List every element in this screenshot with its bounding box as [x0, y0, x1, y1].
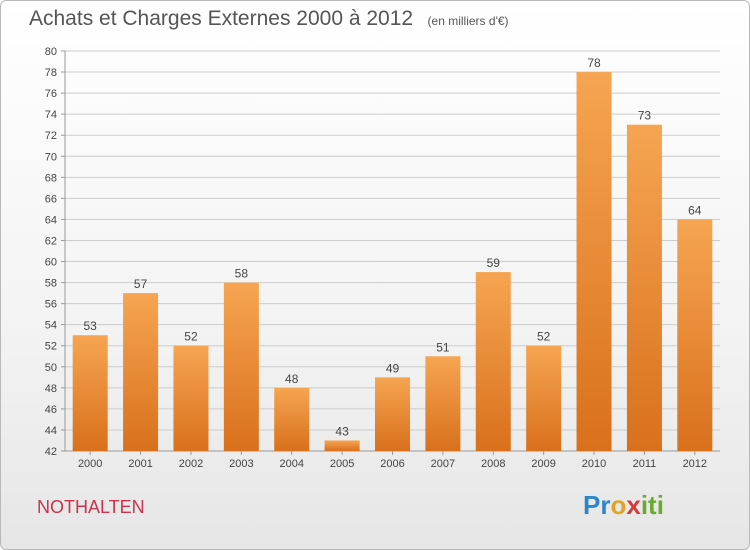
data-label-2010: 78 — [587, 56, 601, 70]
data-label-2001: 57 — [134, 277, 148, 291]
town-name: NOTHALTEN — [37, 497, 145, 517]
data-label-2005: 43 — [335, 424, 349, 438]
chart-title-block: Achats et Charges Externes 2000 à 2012 (… — [29, 7, 509, 31]
x-tick-label-2009: 2009 — [531, 458, 555, 470]
chart-title: Achats et Charges Externes 2000 à 2012 — [29, 7, 414, 30]
bar-2007 — [425, 356, 461, 451]
data-label-2011: 73 — [638, 109, 652, 123]
y-tick-label: 52 — [45, 341, 57, 353]
x-tick-label-2006: 2006 — [380, 458, 404, 470]
bar-2006 — [375, 377, 410, 451]
bar-2002 — [173, 345, 209, 451]
y-tick-label: 66 — [45, 193, 57, 205]
bar-2004 — [274, 387, 310, 451]
x-tick-label-2004: 2004 — [279, 458, 303, 470]
data-label-2012: 64 — [688, 203, 702, 217]
y-tick-label: 50 — [45, 362, 57, 374]
y-tick-label: 48 — [45, 383, 57, 395]
bar-2010 — [576, 72, 612, 451]
x-tick-label-2005: 2005 — [330, 458, 354, 470]
y-tick-label: 80 — [45, 46, 57, 58]
bar-2005 — [324, 440, 360, 451]
data-label-2000: 53 — [84, 319, 98, 333]
data-label-2007: 51 — [436, 340, 450, 354]
proxiti-logo: Proxiti — [583, 490, 664, 520]
y-tick-label: 78 — [45, 67, 57, 79]
data-label-2004: 48 — [285, 372, 299, 386]
y-tick-label: 54 — [45, 320, 57, 332]
y-tick-label: 64 — [45, 214, 57, 226]
data-label-2003: 58 — [235, 267, 249, 281]
x-tick-label-2011: 2011 — [633, 458, 657, 470]
y-tick-label: 46 — [45, 404, 57, 416]
y-tick-label: 58 — [45, 278, 57, 290]
y-tick-label: 76 — [45, 88, 57, 100]
data-label-2002: 52 — [184, 330, 198, 344]
chart-unit: (en milliers d'€) — [427, 14, 509, 28]
x-tick-label-2003: 2003 — [229, 458, 253, 470]
x-tick-label-2012: 2012 — [683, 458, 707, 470]
y-tick-label: 56 — [45, 299, 57, 311]
x-tick-label-2001: 2001 — [128, 458, 152, 470]
y-tick-label: 62 — [45, 235, 57, 247]
bar-2009 — [526, 345, 562, 451]
x-tick-label-2002: 2002 — [179, 458, 203, 470]
bar-2012 — [677, 219, 713, 451]
bar-2001 — [123, 293, 159, 451]
y-tick-label: 74 — [45, 109, 57, 121]
y-tick-label: 72 — [45, 130, 57, 142]
y-tick-label: 42 — [45, 446, 57, 458]
data-label-2009: 52 — [537, 330, 551, 344]
y-tick-label: 60 — [45, 257, 57, 269]
x-tick-label-2010: 2010 — [582, 458, 606, 470]
y-tick-label: 68 — [45, 172, 57, 184]
x-tick-label-2007: 2007 — [431, 458, 455, 470]
bar-2008 — [475, 272, 511, 451]
bar-2003 — [223, 282, 259, 451]
x-tick-label-2008: 2008 — [481, 458, 505, 470]
bar-2000 — [72, 335, 108, 451]
y-tick-label: 70 — [45, 151, 57, 163]
y-tick-label: 44 — [45, 425, 57, 437]
x-tick-label-2000: 2000 — [78, 458, 102, 470]
data-label-2008: 59 — [487, 256, 501, 270]
bar-2011 — [626, 124, 662, 452]
data-label-2006: 49 — [386, 361, 400, 375]
